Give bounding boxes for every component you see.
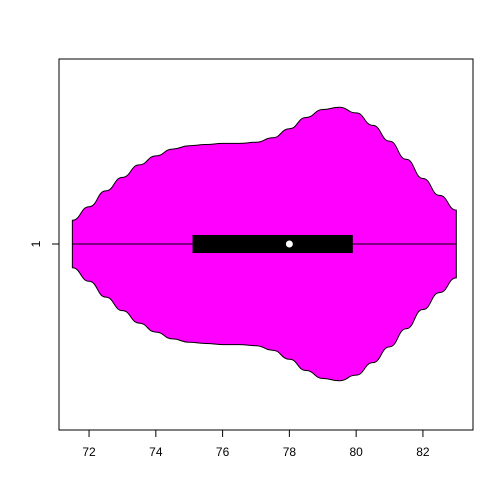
x-tick-label: 76 <box>216 445 230 459</box>
x-tick-label: 72 <box>82 445 96 459</box>
iqr-box <box>193 235 353 253</box>
x-tick-label: 78 <box>283 445 297 459</box>
median-point <box>286 241 293 248</box>
x-tick-label: 74 <box>149 445 163 459</box>
x-tick-label: 82 <box>416 445 430 459</box>
y-tick-label: 1 <box>29 240 43 247</box>
x-tick-label: 80 <box>349 445 363 459</box>
